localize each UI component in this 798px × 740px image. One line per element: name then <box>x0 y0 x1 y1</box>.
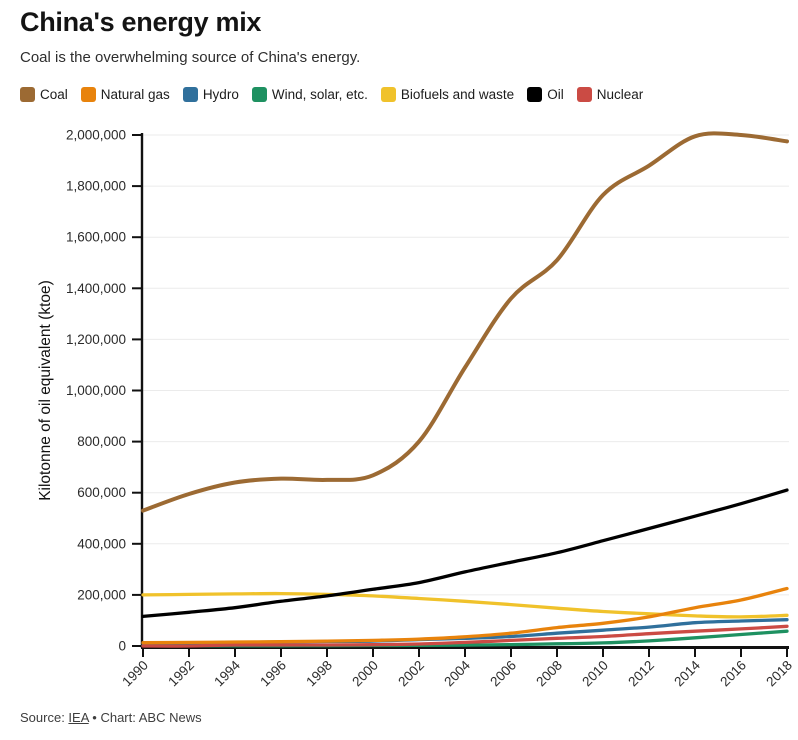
series-line-natural-gas <box>141 586 789 645</box>
legend-label-wind-solar-etc: Wind, solar, etc. <box>271 87 368 102</box>
legend-item-biofuels-and-waste: Biofuels and waste <box>380 87 515 102</box>
y-tick-label: 200,000 <box>77 587 126 602</box>
series-line-nuclear <box>141 624 789 648</box>
footer-separator: • <box>88 710 101 725</box>
y-tick-label: 1,400,000 <box>66 281 126 296</box>
legend-swatch-nuclear <box>576 87 592 102</box>
legend-item-natural-gas: Natural gas <box>80 87 170 102</box>
legend: Coal Natural gas Hydro Wind, solar, etc. Bio… <box>20 87 643 102</box>
legend-swatch-biofuels-and-waste <box>380 87 396 102</box>
legend-item-hydro: Hydro <box>182 87 239 102</box>
y-tick-label: 1,000,000 <box>66 383 126 398</box>
y-tick-label: 2,000,000 <box>66 128 126 143</box>
series-line-coal <box>141 131 789 513</box>
x-tick-label: 2002 <box>395 658 427 690</box>
legend-swatch-natural-gas <box>80 87 96 102</box>
y-axis-title: Kilotonne of oil equivalent (ktoe) <box>37 280 54 501</box>
y-tick-label: 1,800,000 <box>66 179 126 194</box>
x-tick-label: 2016 <box>717 658 749 690</box>
legend-item-wind-solar-etc: Wind, solar, etc. <box>251 87 368 102</box>
legend-item-oil: Oil <box>527 87 564 102</box>
legend-label-biofuels-and-waste: Biofuels and waste <box>400 87 515 102</box>
y-tick-label: 600,000 <box>77 485 126 500</box>
footer-credit: Chart: ABC News <box>100 710 202 725</box>
x-tick-label: 2004 <box>441 657 473 689</box>
x-tick-label: 2012 <box>625 658 657 690</box>
legend-label-natural-gas: Natural gas <box>100 87 170 102</box>
x-tick-label: 1996 <box>257 658 289 690</box>
legend-item-nuclear: Nuclear <box>576 87 644 102</box>
legend-label-coal: Coal <box>40 87 68 102</box>
x-tick-label: 1990 <box>119 658 151 690</box>
series-line-oil <box>141 488 789 619</box>
legend-label-nuclear: Nuclear <box>596 87 644 102</box>
y-tick-label: 1,200,000 <box>66 332 126 347</box>
source-label: Source: <box>20 710 69 725</box>
legend-swatch-oil <box>527 87 543 102</box>
legend-swatch-wind-solar-etc <box>251 87 267 102</box>
x-tick-label: 2018 <box>763 658 795 690</box>
y-tick-label: 0 <box>118 639 126 654</box>
x-tick-label: 1992 <box>165 658 197 690</box>
x-tick-label: 2008 <box>533 658 565 690</box>
legend-item-coal: Coal <box>20 87 68 102</box>
legend-label-hydro: Hydro <box>202 87 239 102</box>
source-link[interactable]: IEA <box>68 710 89 725</box>
x-tick-label: 2014 <box>671 657 703 689</box>
x-tick-label: 2006 <box>487 658 519 690</box>
y-tick-label: 800,000 <box>77 434 126 449</box>
x-tick-label: 2010 <box>579 658 611 690</box>
legend-swatch-hydro <box>182 87 198 102</box>
legend-label-oil: Oil <box>547 87 564 102</box>
footer: Source: IEA • Chart: ABC News <box>20 710 202 725</box>
y-tick-label: 400,000 <box>77 536 126 551</box>
legend-swatch-coal <box>20 87 35 102</box>
x-tick-label: 2000 <box>349 658 381 690</box>
page-title: China's energy mix <box>20 7 262 37</box>
page-subtitle: Coal is the overwhelming source of China… <box>20 49 361 66</box>
series-line-biofuels-and-waste <box>141 591 789 619</box>
y-tick-label: 1,600,000 <box>66 230 126 245</box>
x-tick-label: 1994 <box>211 657 243 689</box>
x-tick-label: 1998 <box>303 658 335 690</box>
